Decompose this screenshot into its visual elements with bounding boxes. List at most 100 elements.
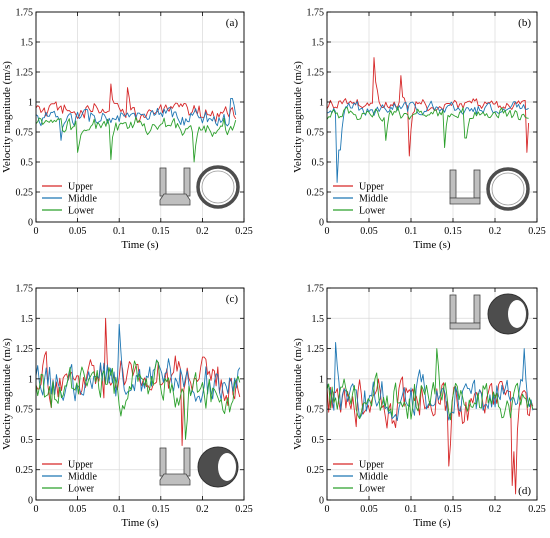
legend-label-lower: Lower	[68, 484, 95, 495]
series-group	[326, 57, 530, 183]
plot-frame	[326, 287, 538, 501]
y-axis-label: Velocity magnitude (m/s)	[292, 338, 304, 450]
y-tick-label: 1.5	[21, 314, 34, 325]
y-tick-label: 0.75	[307, 405, 325, 416]
ticks: 0 0.25 0.5 0.75 1 1.25 1.5 1.75 0 0.05 0.1 0.15 0.2 0…	[307, 8, 546, 238]
y-tick-label: 1	[28, 374, 33, 385]
x-tick-label: 0.05	[360, 504, 378, 515]
x-tick-label: 0	[34, 226, 39, 237]
legend-label-middle: Middle	[359, 472, 388, 483]
series-line-upper	[35, 83, 237, 123]
series-line-lower	[35, 360, 241, 440]
plot-frame	[326, 11, 538, 223]
series-line-lower	[326, 348, 534, 421]
panel-label: (a)	[226, 17, 239, 29]
x-tick-label: 0.15	[444, 226, 462, 237]
y-tick-label: 0.5	[312, 435, 325, 446]
x-tick-label: 0	[325, 226, 330, 237]
series-line-middle	[35, 97, 237, 141]
x-tick-label: 0.1	[405, 226, 418, 237]
x-tick-label: 0.15	[444, 504, 462, 515]
chart-panel-4: 0 0.25 0.5 0.75 1 1.25 1.5 1.75 0 0.05 0.1 0.15 0.2 0…	[292, 284, 546, 530]
chart-panel-2: 0 0.25 0.5 0.75 1 1.25 1.5 1.75 0 0.05 0.1 0.15 0.2 0…	[292, 8, 546, 252]
x-tick-label: 0.1	[113, 226, 126, 237]
y-tick-label: 1.75	[307, 8, 325, 19]
legend-label-upper: Upper	[68, 182, 94, 193]
x-tick-label: 0.25	[235, 226, 253, 237]
y-tick-label: 1.75	[307, 284, 325, 295]
y-tick-label: 1.25	[16, 344, 34, 355]
x-tick-label: 0.05	[69, 504, 87, 515]
series-group	[326, 342, 534, 495]
y-tick-label: 1.25	[307, 344, 325, 355]
y-tick-label: 0.5	[21, 435, 34, 446]
x-tick-label: 0.2	[196, 226, 209, 237]
y-tick-label: 1	[319, 374, 324, 385]
chart-panel-1: 0 0.25 0.5 0.75 1 1.25 1.5 1.75 0 0.05 0.1 0.15 0.2 0…	[1, 8, 253, 252]
series-group	[35, 317, 241, 446]
y-tick-label: 1.25	[307, 68, 325, 79]
y-tick-label: 1.75	[16, 8, 34, 19]
ticks: 0 0.25 0.5 0.75 1 1.25 1.5 1.75 0 0.05 0.1 0.15 0.2 0…	[307, 284, 546, 516]
y-axis-label: Velocity magnitude (m/s)	[1, 338, 13, 450]
chart-panel-3: 0 0.25 0.5 0.75 1 1.25 1.5 1.75 0 0.05 0.1 0.15 0.2 0…	[1, 284, 253, 530]
y-axis-label: Velocity magnitude (m/s)	[292, 61, 304, 173]
y-tick-label: 1.5	[312, 314, 325, 325]
x-tick-label: 0.05	[69, 226, 87, 237]
panel-label: (b)	[518, 17, 531, 29]
series-line-upper	[35, 317, 241, 446]
x-tick-label: 0.1	[405, 504, 418, 515]
x-tick-label: 0	[34, 504, 39, 515]
y-tick-label: 0	[319, 218, 324, 229]
series-line-middle	[35, 323, 241, 403]
y-tick-label: 0	[28, 496, 33, 507]
y-tick-label: 0.75	[16, 128, 34, 139]
x-tick-label: 0.25	[528, 504, 546, 515]
y-tick-label: 1	[28, 98, 33, 109]
legend-label-upper: Upper	[359, 182, 385, 193]
x-tick-label: 0.25	[528, 226, 546, 237]
geometry-icon	[159, 165, 240, 209]
y-tick-label: 1.5	[21, 38, 34, 49]
y-tick-label: 0	[28, 218, 33, 229]
x-axis-label: Time (s)	[413, 239, 451, 251]
panel-label: (d)	[518, 485, 531, 497]
legend-label-middle: Middle	[68, 472, 97, 483]
x-tick-label: 0.15	[152, 504, 170, 515]
y-tick-label: 1.25	[16, 68, 34, 79]
y-tick-label: 0.25	[307, 465, 325, 476]
y-tick-label: 0.5	[21, 158, 34, 169]
y-axis-label: Velocity magnitude (m/s)	[1, 61, 13, 173]
y-tick-label: 1.5	[312, 38, 325, 49]
ticks: 0 0.25 0.5 0.75 1 1.25 1.5 1.75 0 0.05 0.1 0.15 0.2 0…	[16, 8, 253, 238]
series-line-lower	[35, 116, 237, 163]
x-tick-label: 0.1	[113, 504, 126, 515]
legend-label-lower: Lower	[68, 206, 95, 217]
x-tick-label: 0.2	[196, 504, 209, 515]
geometry-icon	[449, 167, 530, 211]
y-tick-label: 0	[319, 496, 324, 507]
x-tick-label: 0.05	[360, 226, 378, 237]
y-tick-label: 0.5	[312, 158, 325, 169]
y-tick-label: 1	[319, 98, 324, 109]
series-line-middle	[326, 100, 529, 183]
x-tick-label: 0	[325, 504, 330, 515]
x-tick-label: 0.15	[152, 226, 170, 237]
series-line-lower	[326, 106, 529, 149]
x-axis-label: Time (s)	[121, 239, 159, 251]
geometry-icon	[159, 446, 239, 488]
x-axis-label: Time (s)	[121, 517, 159, 529]
series-line-upper	[326, 57, 530, 157]
x-tick-label: 0.2	[489, 504, 502, 515]
x-tick-label: 0.25	[235, 504, 253, 515]
plot-frame	[35, 287, 245, 501]
y-tick-label: 0.25	[16, 465, 34, 476]
legend-label-middle: Middle	[68, 194, 97, 205]
series-group	[35, 83, 237, 163]
ticks: 0 0.25 0.5 0.75 1 1.25 1.5 1.75 0 0.05 0.1 0.15 0.2 0…	[16, 284, 253, 516]
